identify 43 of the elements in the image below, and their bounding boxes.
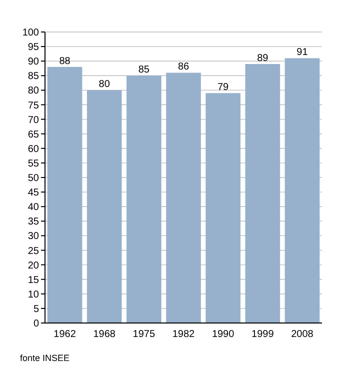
bar [206,93,240,323]
y-tick-label: 50 [28,173,40,184]
bar [47,66,82,323]
data-label: 79 [218,82,230,94]
x-tick-label: 1975 [132,329,156,340]
y-tick-label: 55 [28,158,40,170]
data-label: 86 [178,62,190,73]
y-tick-label: 0 [33,318,40,330]
x-tick-label: 1962 [54,329,76,340]
y-tick-label: 20 [28,260,40,272]
y-tick-label: 95 [28,42,40,54]
x-tick-label: 1982 [172,329,196,340]
y-tick-label: 5 [33,304,40,315]
y-tick-label: 100 [22,28,40,38]
bar [245,64,280,323]
bar [166,72,201,323]
data-label: 88 [59,56,71,67]
y-tick-label: 10 [28,289,40,300]
y-tick-label: 70 [28,114,40,126]
data-label: 91 [296,47,308,58]
y-tick-label: 45 [28,188,40,199]
y-tick-label: 90 [28,56,40,68]
bar [86,90,122,323]
x-tick-label: 1990 [212,329,235,340]
y-tick-label: 60 [28,144,40,155]
y-tick-label: 75 [28,100,40,112]
y-tick-label: 15 [28,274,40,286]
x-tick-label: 1999 [252,329,274,340]
bar [126,76,162,323]
y-tick-label: 85 [28,71,40,82]
x-tick-label: 2008 [291,329,314,340]
y-tick-label: 65 [28,129,40,140]
data-label: 85 [138,64,150,76]
x-tick-label: 1968 [93,329,116,340]
y-tick-label: 40 [28,202,40,214]
y-tick-label: 25 [28,246,40,257]
y-tick-label: 80 [28,86,40,97]
data-label: 89 [257,53,269,64]
y-tick-label: 35 [28,216,40,228]
source-note: fonte INSEE [20,353,70,363]
y-tick-label: 30 [28,231,40,242]
data-label: 80 [98,79,110,90]
bar [284,58,320,323]
